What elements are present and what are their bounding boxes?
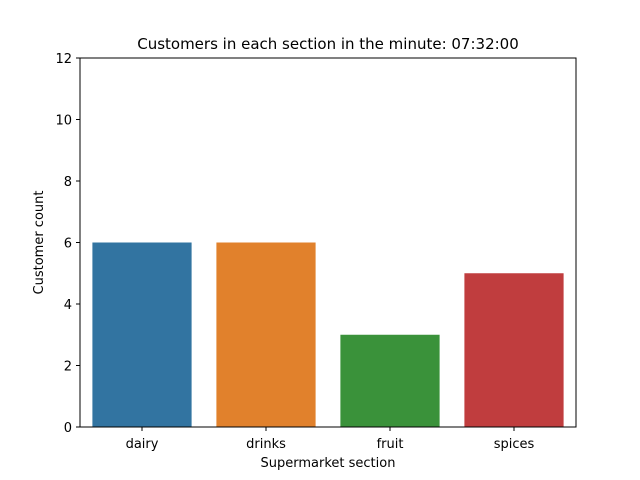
chart-title: Customers in each section in the minute:…: [137, 35, 519, 53]
bar-fruit: [340, 334, 440, 427]
x-tick-label: dairy: [126, 437, 159, 452]
y-tick-label: 6: [64, 237, 72, 252]
bar-drinks: [216, 242, 316, 427]
x-axis-ticks: dairy drinks fruit spices: [126, 427, 535, 452]
y-tick-label: 0: [64, 421, 72, 436]
bar-dairy: [92, 242, 192, 427]
y-tick-label: 2: [64, 360, 72, 375]
y-tick-label: 10: [55, 114, 72, 129]
y-tick-label: 8: [64, 175, 72, 190]
y-tick-label: 12: [55, 52, 72, 67]
plot-frame: [79, 57, 577, 428]
x-tick-label: spices: [494, 437, 535, 452]
y-axis-label: Customer count: [32, 191, 47, 295]
x-tick-label: fruit: [377, 437, 404, 452]
bars-group: [92, 242, 564, 427]
x-axis-label: Supermarket section: [261, 456, 396, 471]
x-tick-label: drinks: [246, 437, 286, 452]
bar-spices: [464, 273, 564, 427]
y-tick-label: 4: [64, 298, 72, 313]
y-axis-ticks: 0 2 4 6 8 10 12: [55, 52, 80, 436]
